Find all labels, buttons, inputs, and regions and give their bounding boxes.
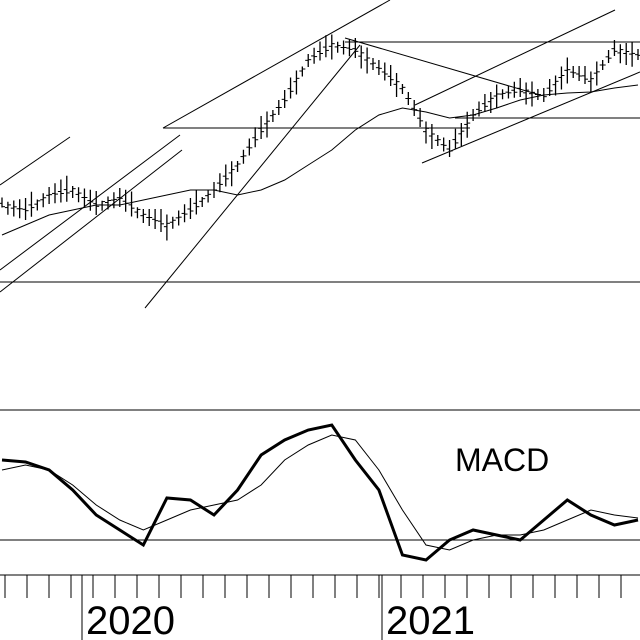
trend-channel-line <box>344 37 541 96</box>
trend-channel-line <box>421 71 640 164</box>
x-axis: 2020 2021 <box>4 575 622 640</box>
trend-channel-line <box>0 136 71 186</box>
x-tick-label: 2021 <box>386 599 475 640</box>
macd-panel: MACD <box>1 423 639 562</box>
price-panel <box>0 0 640 309</box>
trend-channel-line <box>144 44 361 309</box>
macd-line <box>1 423 639 562</box>
trend-channel-line <box>0 149 183 293</box>
trend-channel-line <box>162 0 391 129</box>
moving-average-line <box>1 84 639 236</box>
x-tick-label: 2020 <box>86 599 175 640</box>
macd-annotation: MACD <box>455 442 549 478</box>
macd-signal-line <box>1 434 639 551</box>
trend-channel-line <box>414 9 616 106</box>
